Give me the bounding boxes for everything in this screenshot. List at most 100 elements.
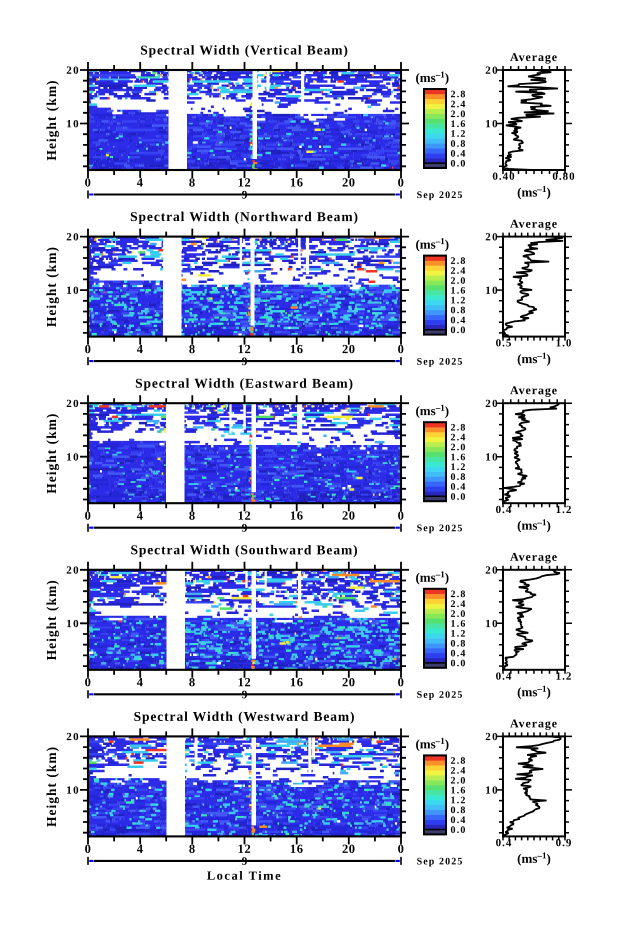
svg-text:20: 20 xyxy=(342,509,356,523)
svg-text:2.8: 2.8 xyxy=(450,589,466,600)
svg-text:0: 0 xyxy=(85,509,92,523)
svg-text:1.2: 1.2 xyxy=(450,129,466,140)
svg-text:Height (km): Height (km) xyxy=(44,246,59,327)
svg-text:Sep 2025: Sep 2025 xyxy=(417,357,464,368)
svg-text:Spectral Width (Westward Beam): Spectral Width (Westward Beam) xyxy=(134,709,356,724)
svg-text:20: 20 xyxy=(66,731,80,743)
svg-text:2.8: 2.8 xyxy=(450,423,466,434)
svg-text:0: 0 xyxy=(85,175,92,189)
svg-text:16: 16 xyxy=(290,842,304,856)
svg-text:0.80: 0.80 xyxy=(552,171,575,183)
svg-text:8: 8 xyxy=(189,675,196,689)
svg-text:Average: Average xyxy=(510,383,558,397)
svg-text:0.40: 0.40 xyxy=(492,171,515,183)
svg-text:2.8: 2.8 xyxy=(450,89,466,100)
svg-text:8: 8 xyxy=(189,509,196,523)
svg-text:1.2: 1.2 xyxy=(450,462,466,473)
svg-text:(ms–1): (ms–1) xyxy=(415,236,449,252)
svg-text:(ms–1): (ms–1) xyxy=(517,517,551,533)
svg-text:0: 0 xyxy=(85,342,92,356)
svg-text:Height (km): Height (km) xyxy=(44,79,59,160)
svg-text:1.2: 1.2 xyxy=(450,795,466,806)
svg-text:20: 20 xyxy=(485,565,499,577)
svg-text:10: 10 xyxy=(485,451,499,463)
svg-text:1.6: 1.6 xyxy=(450,785,466,796)
svg-text:(ms–1): (ms–1) xyxy=(517,850,551,866)
svg-text:8: 8 xyxy=(189,842,196,856)
svg-text:12: 12 xyxy=(238,675,252,689)
svg-text:0: 0 xyxy=(85,675,92,689)
svg-text:0: 0 xyxy=(398,509,405,523)
svg-text:9: 9 xyxy=(242,356,248,368)
svg-text:1.6: 1.6 xyxy=(450,619,466,630)
svg-text:(ms–1): (ms–1) xyxy=(517,684,551,700)
svg-text:(ms–1): (ms–1) xyxy=(415,69,449,85)
svg-text:9: 9 xyxy=(242,689,248,701)
svg-text:20: 20 xyxy=(66,565,80,577)
svg-text:Height (km): Height (km) xyxy=(44,746,59,827)
svg-text:9: 9 xyxy=(242,856,248,868)
svg-text:Local Time: Local Time xyxy=(207,869,282,883)
svg-text:Sep 2025: Sep 2025 xyxy=(417,856,464,867)
svg-text:2.4: 2.4 xyxy=(450,599,466,610)
svg-text:20: 20 xyxy=(485,231,499,243)
svg-text:0: 0 xyxy=(85,842,92,856)
svg-text:10: 10 xyxy=(485,618,499,630)
svg-text:Sep 2025: Sep 2025 xyxy=(417,690,464,701)
svg-text:9: 9 xyxy=(242,189,248,201)
svg-text:Average: Average xyxy=(510,50,558,64)
svg-text:1.6: 1.6 xyxy=(450,452,466,463)
svg-text:2.0: 2.0 xyxy=(450,442,466,453)
svg-text:0.0: 0.0 xyxy=(450,492,466,503)
svg-text:20: 20 xyxy=(342,675,356,689)
svg-text:(ms–1): (ms–1) xyxy=(415,736,449,752)
svg-text:4: 4 xyxy=(137,675,144,689)
svg-text:(ms–1): (ms–1) xyxy=(415,569,449,585)
svg-text:16: 16 xyxy=(290,342,304,356)
svg-text:(ms–1): (ms–1) xyxy=(415,403,449,419)
svg-text:0.8: 0.8 xyxy=(450,472,466,483)
svg-text:1.0: 1.0 xyxy=(556,337,573,349)
svg-text:0: 0 xyxy=(398,675,405,689)
svg-text:2.0: 2.0 xyxy=(450,109,466,120)
svg-text:2.4: 2.4 xyxy=(450,766,466,777)
svg-text:20: 20 xyxy=(66,398,80,410)
svg-text:10: 10 xyxy=(66,285,80,297)
svg-text:20: 20 xyxy=(66,231,80,243)
svg-text:0.4: 0.4 xyxy=(450,149,466,160)
svg-text:0.5: 0.5 xyxy=(496,337,513,349)
svg-text:12: 12 xyxy=(238,509,252,523)
svg-text:0.8: 0.8 xyxy=(450,139,466,150)
svg-text:(ms–1): (ms–1) xyxy=(517,184,551,200)
svg-text:Average: Average xyxy=(510,550,558,564)
svg-text:0.4: 0.4 xyxy=(496,837,513,849)
svg-text:12: 12 xyxy=(238,342,252,356)
svg-text:2.0: 2.0 xyxy=(450,276,466,287)
svg-text:Height (km): Height (km) xyxy=(44,413,59,494)
svg-text:20: 20 xyxy=(485,65,499,77)
svg-text:1.6: 1.6 xyxy=(450,286,466,297)
svg-text:Average: Average xyxy=(510,217,558,231)
svg-text:1.2: 1.2 xyxy=(556,671,573,683)
svg-text:Spectral Width (Southward Beam: Spectral Width (Southward Beam) xyxy=(130,542,358,557)
svg-text:10: 10 xyxy=(66,785,80,797)
svg-text:(ms–1): (ms–1) xyxy=(517,351,551,367)
svg-text:0.4: 0.4 xyxy=(450,315,466,326)
svg-text:20: 20 xyxy=(342,175,356,189)
svg-text:4: 4 xyxy=(137,175,144,189)
svg-text:2.4: 2.4 xyxy=(450,266,466,277)
svg-text:1.6: 1.6 xyxy=(450,119,466,130)
svg-text:0.0: 0.0 xyxy=(450,325,466,336)
svg-text:Average: Average xyxy=(510,716,558,730)
svg-text:4: 4 xyxy=(137,342,144,356)
svg-text:0.8: 0.8 xyxy=(450,805,466,816)
svg-text:1.2: 1.2 xyxy=(450,629,466,640)
svg-text:10: 10 xyxy=(66,451,80,463)
svg-text:0: 0 xyxy=(398,175,405,189)
svg-text:1.2: 1.2 xyxy=(556,504,573,516)
svg-text:0.4: 0.4 xyxy=(450,815,466,826)
svg-text:9: 9 xyxy=(242,523,248,535)
svg-text:20: 20 xyxy=(342,842,356,856)
svg-text:2.0: 2.0 xyxy=(450,776,466,787)
svg-text:12: 12 xyxy=(238,175,252,189)
